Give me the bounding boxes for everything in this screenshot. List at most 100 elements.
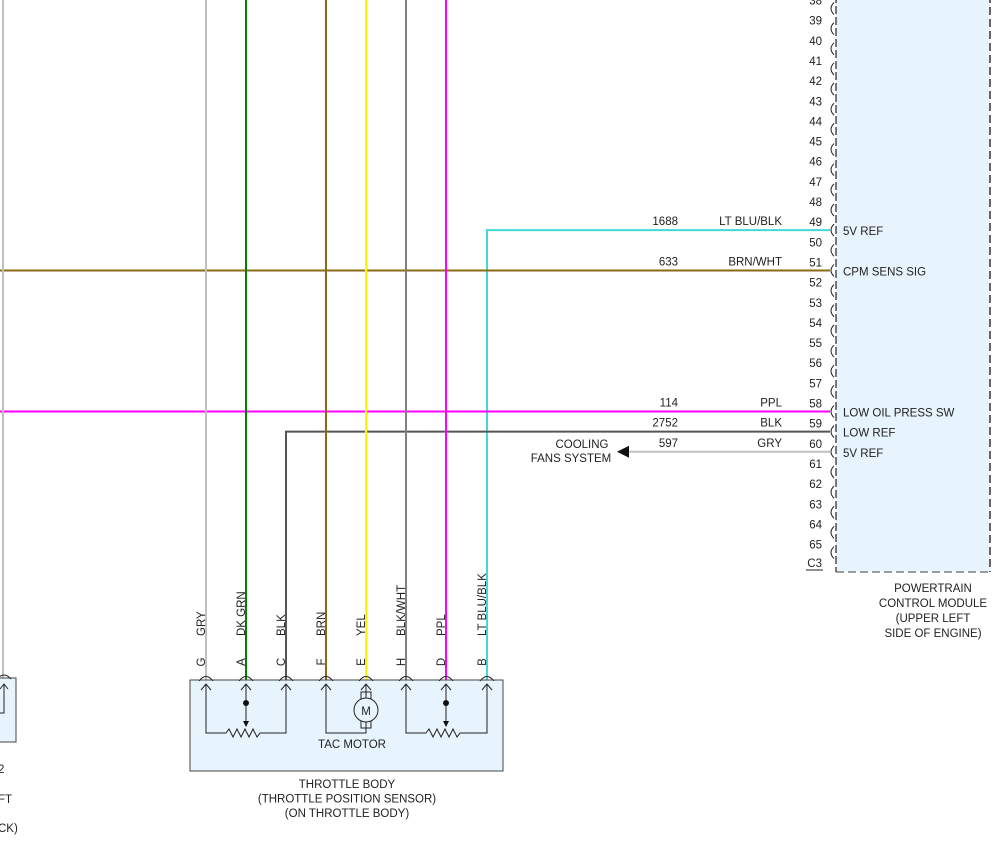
- pin-socket-icon: [830, 505, 835, 519]
- pin-socket-icon: [830, 425, 835, 439]
- throttle-body-title: (ON THROTTLE BODY): [285, 808, 410, 820]
- pin-arrow-icon: [240, 683, 252, 691]
- wire-color-label: DK GRN: [236, 591, 248, 636]
- pin-letter: G: [196, 657, 208, 666]
- pin-socket-icon: [830, 223, 835, 237]
- pin-socket-icon: [830, 384, 835, 398]
- tps2-junction-dot: [443, 700, 449, 706]
- wire-color-label: BLK/WHT: [396, 585, 408, 636]
- pin-socket-icon: [830, 264, 835, 277]
- pin-socket-icon: [830, 304, 835, 318]
- cooling-fans-label: FANS SYSTEM: [531, 453, 612, 465]
- pcm-pin-number: 47: [809, 177, 822, 189]
- pin-arrow-icon: [200, 683, 212, 691]
- pin-socket-icon: [830, 82, 835, 96]
- pin-arrow-icon: [481, 683, 493, 691]
- pin-socket-icon: [830, 143, 835, 156]
- motor-icon: [353, 697, 379, 723]
- pcm-title: POWERTRAIN: [894, 583, 972, 595]
- pin-socket-icon: [830, 42, 835, 56]
- pin-socket-icon: [830, 344, 835, 358]
- tps1-junction-dot: [243, 700, 249, 706]
- wire-blk: [285, 430, 830, 680]
- pin-letter: A: [236, 658, 248, 666]
- connector-cap-icon: [438, 676, 454, 682]
- pin-function-label: 5V REF: [843, 448, 883, 460]
- pcm-pin-number: 53: [809, 298, 822, 310]
- pcm-pin-number: 55: [809, 338, 822, 350]
- connector-cap-icon: [398, 676, 414, 682]
- left-component-box: [0, 677, 17, 743]
- left-component-pin: [0, 683, 9, 714]
- wire-color-label: BLK: [760, 418, 782, 430]
- pcm-pin-number: 51: [809, 257, 822, 269]
- connector-cap-icon: [479, 676, 495, 682]
- pcm-pin-number: 61: [809, 459, 822, 471]
- pin-socket-icon: [830, 243, 835, 257]
- left-component-title: FT: [0, 794, 12, 806]
- wire-color-label: BLK: [276, 614, 288, 636]
- pin-socket-icon: [830, 324, 835, 338]
- pin-socket-icon: [830, 405, 835, 418]
- connector-cap-icon: [358, 676, 374, 682]
- pcm-title: CONTROL MODULE: [879, 598, 988, 610]
- wire-color-label: BRN: [316, 612, 328, 636]
- motor-label: TAC MOTOR: [318, 739, 386, 751]
- pin-arrow-icon: [440, 683, 452, 691]
- connector-cap-icon: [198, 676, 214, 682]
- pcm-pin-number: 56: [809, 358, 822, 370]
- pcm-pin-number: 48: [809, 197, 822, 209]
- pcm-pin-number: 59: [809, 419, 822, 431]
- wire-color-label: YEL: [356, 614, 368, 636]
- pcm-pin-number: 65: [809, 540, 822, 552]
- pin-socket-icon: [830, 364, 835, 378]
- pin-letter: H: [396, 658, 408, 666]
- cooling-fans-label: COOLING: [555, 439, 608, 451]
- pin-socket-icon: [830, 203, 835, 217]
- tps2-wiper-arrow-icon: [443, 721, 449, 727]
- pin-socket-icon: [830, 62, 835, 76]
- tps1-wiper-arrow-icon: [243, 721, 249, 727]
- pin-socket-icon: [830, 183, 835, 197]
- wire-color-label: LT BLU/BLK: [719, 216, 782, 228]
- pin-arrow-icon: [320, 683, 332, 691]
- pin-function-label: LOW REF: [843, 428, 895, 440]
- pcm-pin-number: 54: [809, 318, 822, 330]
- pin-letter: D: [436, 658, 448, 666]
- pin-socket-icon: [830, 163, 835, 177]
- pcm-pin-number: 49: [809, 217, 822, 229]
- connector-cap-icon: [0, 674, 12, 680]
- connector-label: C3: [807, 558, 822, 570]
- pin-socket-icon: [830, 123, 835, 136]
- pin-arrow-icon: [280, 683, 292, 691]
- pcm-pin-number: 52: [809, 278, 822, 290]
- pcm-pin-number: 40: [809, 36, 822, 48]
- wire-lt-blu-blk: [486, 229, 830, 680]
- pcm-pin-number: 44: [809, 116, 822, 128]
- pcm-box: [836, 0, 990, 572]
- pcm-pin-number: 41: [809, 56, 822, 68]
- motor-symbol: M: [361, 706, 371, 718]
- tps2-resistor-icon: [405, 685, 488, 739]
- pin-socket-icon: [830, 2, 835, 15]
- pin-letter: B: [477, 658, 489, 666]
- left-component-title: 2: [0, 764, 4, 776]
- pin-socket-icon: [830, 485, 835, 499]
- circuit-number: 2752: [652, 418, 678, 430]
- pin-letter: F: [316, 658, 328, 665]
- throttle-body-title: (THROTTLE POSITION SENSOR): [258, 794, 436, 806]
- pcm-pin-number: 60: [809, 439, 822, 451]
- pcm-pin-number: 57: [809, 378, 822, 390]
- connector-cap-icon: [278, 676, 294, 682]
- pin-function-label: LOW OIL PRESS SW: [843, 408, 955, 420]
- pin-socket-icon: [830, 284, 835, 297]
- arrow-left-icon: [617, 445, 629, 458]
- pin-letter: C: [276, 658, 288, 666]
- throttle-body-box: [189, 679, 504, 772]
- pin-socket-icon: [830, 102, 835, 116]
- pcm-pin-number: 58: [809, 399, 822, 411]
- pcm-title: (UPPER LEFT: [896, 613, 971, 625]
- pcm-pin-number: 43: [809, 96, 822, 108]
- circuit-number: 114: [660, 398, 679, 410]
